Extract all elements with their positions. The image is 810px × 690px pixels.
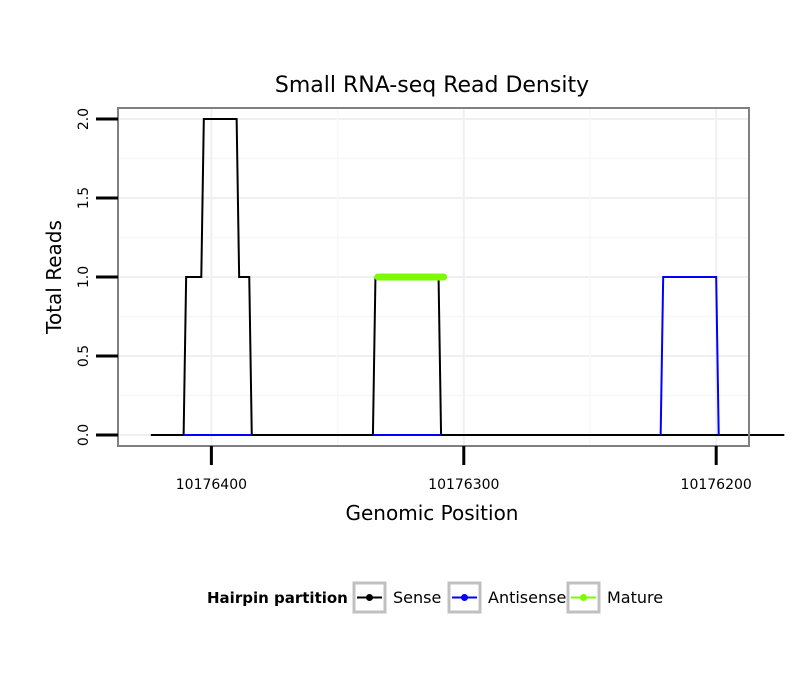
y-axis: 0.0 0.5 1.0 1.5 2.0: [76, 108, 118, 446]
legend-label-mature: Mature: [607, 588, 663, 607]
legend-label-antisense: Antisense: [488, 588, 566, 607]
legend-key-sense-dot: [366, 594, 373, 601]
x-axis: 10176400 10176300 10176200: [176, 446, 752, 493]
x-axis-title: Genomic Position: [346, 501, 519, 525]
x-tick-label: 10176400: [176, 477, 247, 493]
x-tick-label: 10176200: [681, 477, 752, 493]
y-tick-label: 2.0: [76, 108, 92, 130]
plot-panel: [117, 107, 785, 447]
legend-key-antisense-dot: [461, 594, 468, 601]
y-tick-label: 0.5: [76, 345, 92, 367]
y-tick-label: 1.0: [76, 266, 92, 288]
y-tick-label: 1.5: [76, 187, 92, 209]
series-antisense-line: [659, 276, 720, 435]
chart-title: Small RNA-seq Read Density: [275, 73, 589, 98]
data-series: [150, 118, 785, 436]
legend-key-mature-dot: [580, 594, 587, 601]
grid-lines: [118, 108, 749, 446]
legend-label-sense: Sense: [393, 588, 441, 607]
x-tick-label: 10176300: [428, 477, 499, 493]
y-axis-title: Total Reads: [42, 220, 66, 335]
legend-title: Hairpin partition: [207, 589, 348, 607]
legend: Hairpin partition Sense Antisense Mature: [207, 581, 663, 614]
y-tick-label: 0.0: [76, 424, 92, 446]
